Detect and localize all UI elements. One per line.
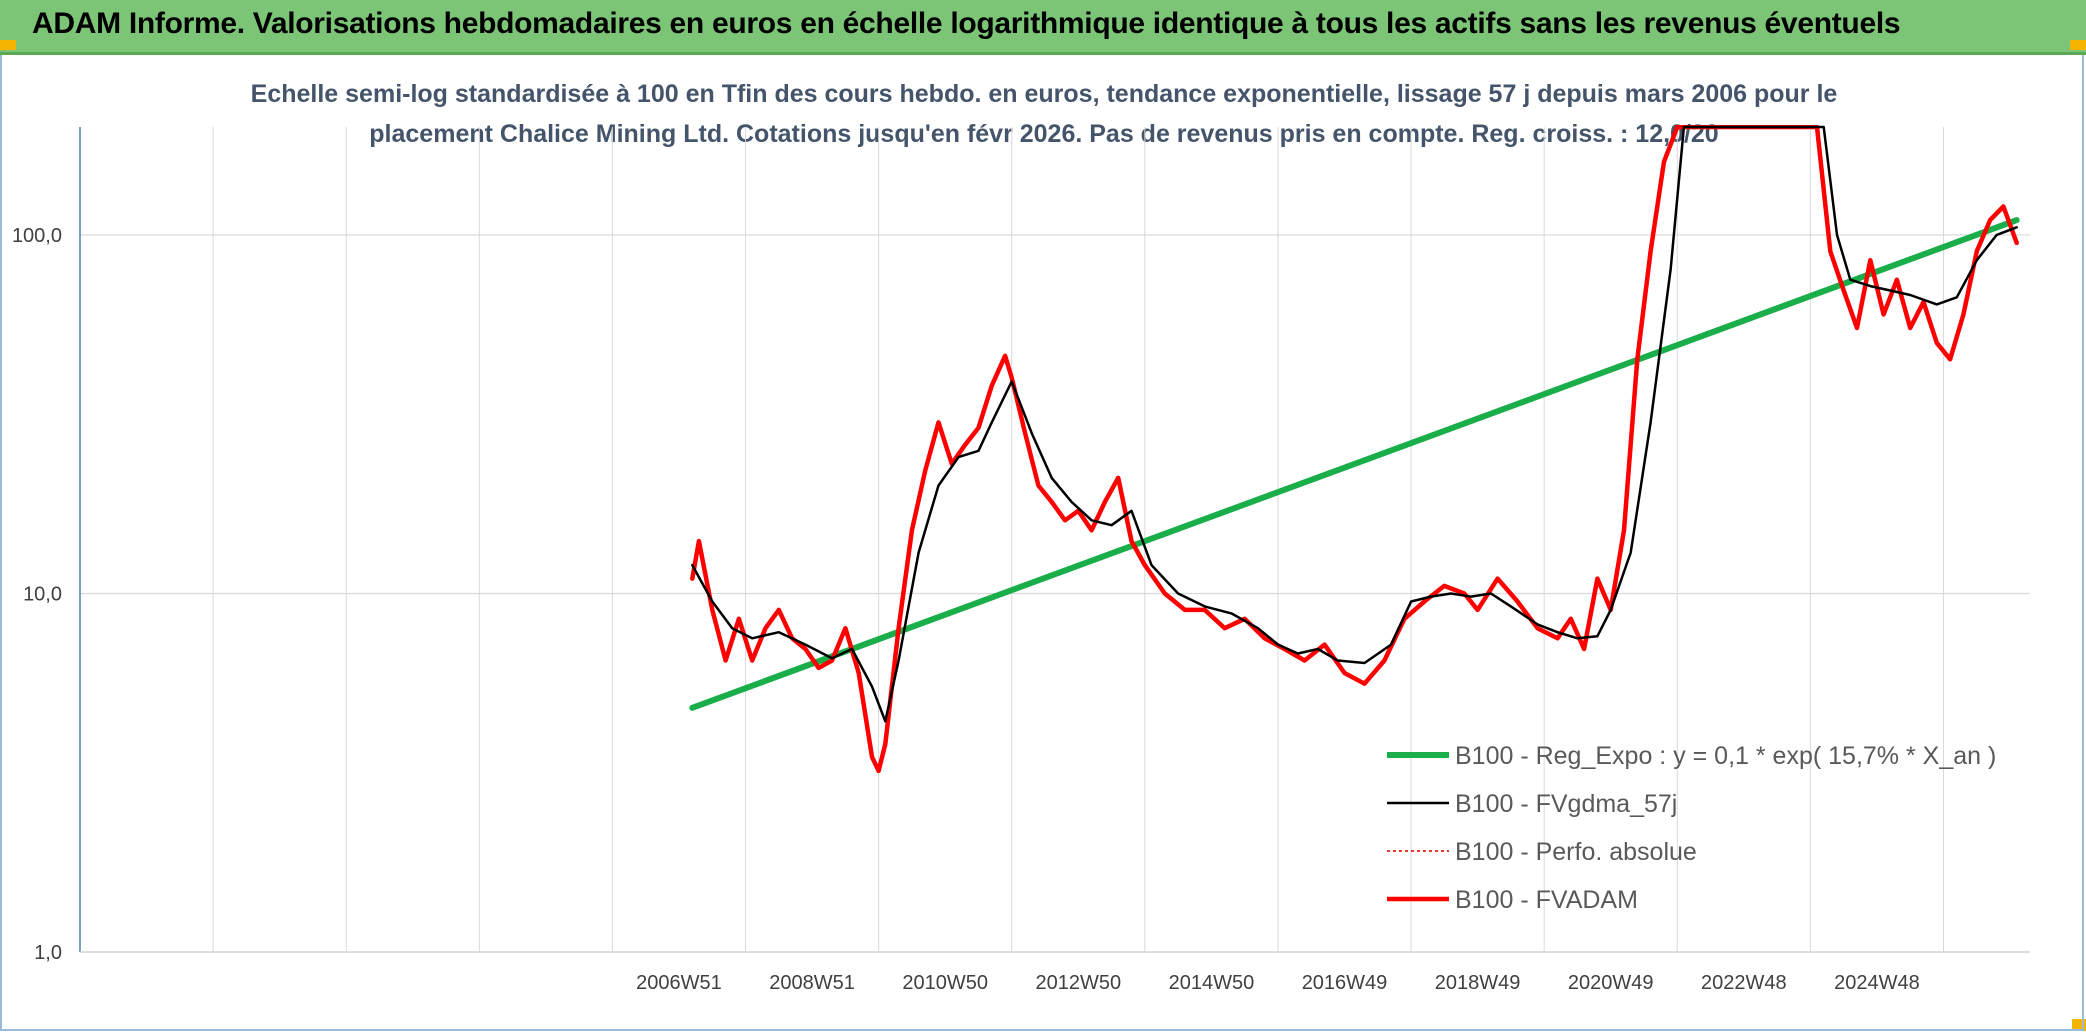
x-tick-label: 2024W48 [1834, 972, 1920, 994]
grid-layer [79, 127, 2030, 953]
x-tick-label: 2018W49 [1435, 972, 1521, 994]
legend-label: B100 - FVADAM [1455, 886, 1638, 914]
chart-area: Echelle semi-log standardisée à 100 en T… [0, 55, 2084, 1031]
chart-svg: Echelle semi-log standardisée à 100 en T… [12, 80, 2030, 994]
axis-layer: 1,0 10,0 100,0 2006W51 2008W51 2010W50 2012W50… [12, 127, 2030, 994]
chart-subtitle-line-1: Echelle semi-log standardisée à 100 en T… [251, 80, 1838, 108]
series-line-thin-black [691, 125, 2018, 723]
chart-subtitle-line-2: placement Chalice Mining Ltd. Cotations … [369, 120, 1718, 148]
x-tick-label: 2022W48 [1701, 972, 1787, 994]
legend-label: B100 - Reg_Expo : y = 0,1 * exp( 15,7% *… [1455, 742, 1996, 770]
y-tick-label: 100,0 [12, 225, 62, 247]
report-banner: ADAM Informe. Valorisations hebdomadaire… [0, 0, 2086, 55]
series-line-thick-green [689, 217, 2020, 711]
y-tick-label: 10,0 [23, 583, 62, 605]
x-tick-label: 2006W51 [636, 972, 722, 994]
x-tick-label: 2020W49 [1568, 972, 1654, 994]
series-layer [689, 125, 2020, 774]
corner-marker-left [0, 40, 16, 50]
x-tick-label: 2016W49 [1302, 972, 1388, 994]
series-line-thick-red [690, 125, 2019, 774]
x-tick-label: 2008W51 [769, 972, 855, 994]
legend-label: B100 - FVgdma_57j [1455, 790, 1677, 818]
legend-label: B100 - Perfo. absolue [1455, 838, 1697, 866]
x-tick-label: 2010W50 [902, 972, 988, 994]
legend: B100 - Reg_Expo : y = 0,1 * exp( 15,7% *… [1387, 742, 1996, 914]
report-title: ADAM Informe. Valorisations hebdomadaire… [32, 7, 1901, 40]
x-tick-label: 2012W50 [1035, 972, 1121, 994]
corner-marker-right [2070, 40, 2086, 50]
y-tick-label: 1,0 [34, 942, 62, 964]
x-tick-label: 2014W50 [1169, 972, 1255, 994]
